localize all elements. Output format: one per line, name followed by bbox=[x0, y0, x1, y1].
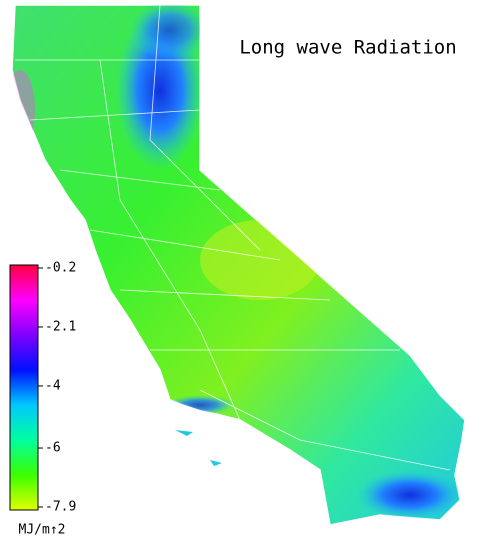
colorbar: MJ/m↑2 -0.2 -2.1 -4 -6 -7.9 bbox=[9, 261, 76, 538]
colorbar-tick-label: -0.2 bbox=[45, 261, 76, 276]
map-title: Long wave Radiation bbox=[239, 37, 456, 59]
colorbar-tick-label: -4 bbox=[45, 378, 61, 393]
colorbar-tick-label: -7.9 bbox=[45, 500, 76, 515]
colorbar-tick-label: -6 bbox=[45, 441, 61, 456]
colorbar-scale bbox=[9, 264, 39, 511]
colorbar-tick-label: -2.1 bbox=[45, 319, 76, 334]
california-map bbox=[11, 4, 466, 526]
colorbar-unit: MJ/m↑2 bbox=[19, 523, 66, 538]
